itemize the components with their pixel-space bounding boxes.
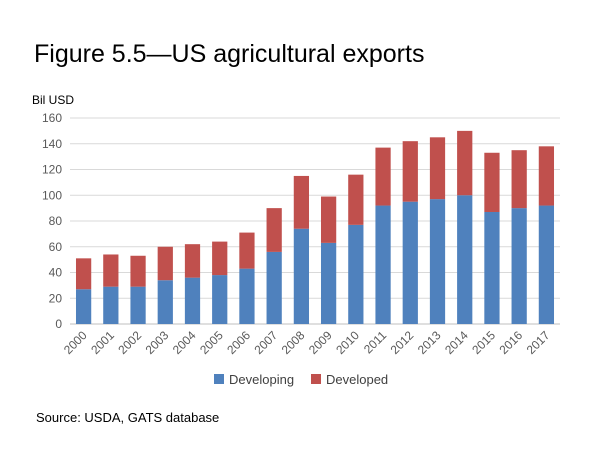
bar-developed-2014	[457, 130, 473, 196]
bar-developed-2008	[293, 175, 310, 229]
bar-developing-2015	[484, 211, 500, 324]
bar-developed-2012	[402, 141, 418, 202]
bar-developing-2013	[429, 199, 446, 324]
bar-developed-2007	[266, 208, 282, 252]
bar-developed-2016	[511, 150, 527, 209]
bar-developed-2013	[429, 137, 446, 200]
x-tick-label: 2002	[115, 328, 144, 357]
x-axis: 2000200120022003200420052006200720082009…	[61, 328, 553, 357]
y-tick-label: 80	[49, 214, 63, 228]
x-tick-label: 2017	[524, 328, 553, 357]
legend-label-developed: Developed	[326, 372, 388, 387]
bar-developing-2007	[266, 251, 282, 324]
legend: Developing Developed	[214, 372, 388, 387]
bar-developing-2008	[293, 228, 310, 324]
x-tick-label: 2013	[415, 328, 444, 357]
y-tick-label: 160	[42, 111, 62, 125]
bar-developing-2009	[320, 242, 337, 324]
x-tick-label: 2014	[442, 328, 471, 357]
bar-developed-2004	[184, 244, 201, 278]
bar-developed-2002	[130, 255, 146, 287]
x-tick-label: 2010	[333, 328, 362, 357]
bar-developed-2009	[320, 196, 337, 243]
bar-developed-2010	[348, 174, 364, 225]
bar-developing-2012	[402, 201, 418, 324]
bar-developed-2011	[375, 147, 391, 206]
y-axis: 0 20 40 60 80 100 120 140 160	[42, 111, 62, 331]
chart-title: Figure 5.5—US agricultural exports	[34, 40, 425, 68]
y-tick-label: 120	[42, 163, 62, 177]
y-tick-label: 60	[49, 240, 63, 254]
y-axis-label: Bil USD	[32, 93, 74, 107]
y-tick-label: 140	[42, 137, 62, 151]
bar-developed-2006	[239, 232, 255, 269]
bar-developing-2011	[375, 205, 391, 324]
bar-developed-2017	[538, 146, 555, 206]
legend-label-developing: Developing	[229, 372, 294, 387]
x-tick-label: 2006	[224, 328, 253, 357]
x-tick-label: 2005	[197, 328, 226, 357]
bar-developed-2003	[157, 246, 173, 281]
bar-developed-2001	[103, 254, 119, 287]
bar-developing-2014	[457, 195, 473, 324]
x-tick-label: 2000	[61, 328, 90, 357]
bar-developing-2003	[157, 280, 173, 324]
x-tick-label: 2009	[306, 328, 335, 357]
y-tick-label: 0	[55, 317, 62, 331]
bars	[75, 130, 555, 324]
x-tick-label: 2016	[497, 328, 526, 357]
y-tick-label: 100	[42, 188, 62, 202]
bar-developing-2004	[184, 277, 201, 324]
y-tick-label: 20	[49, 291, 63, 305]
bar-developed-2015	[484, 152, 500, 212]
legend-swatch-developed	[311, 374, 321, 384]
x-tick-label: 2015	[469, 328, 498, 357]
x-tick-label: 2011	[361, 328, 389, 356]
legend-swatch-developing	[214, 374, 224, 384]
bar-developed-2005	[212, 241, 228, 276]
gridlines	[70, 117, 560, 325]
x-tick-label: 2008	[279, 328, 308, 357]
bar-developing-2017	[538, 205, 555, 324]
bar-developing-2005	[212, 275, 228, 324]
bar-developing-2000	[75, 289, 92, 324]
y-tick-label: 40	[49, 266, 63, 280]
x-tick-label: 2001	[88, 328, 117, 357]
bar-developing-2001	[103, 286, 119, 324]
x-tick-label: 2012	[388, 328, 417, 357]
bar-developing-2010	[348, 224, 364, 324]
bar-developed-2000	[75, 258, 92, 290]
x-tick-label: 2004	[170, 328, 199, 357]
source-note: Source: USDA, GATS database	[36, 410, 220, 425]
bar-developing-2006	[239, 268, 255, 324]
x-tick-label: 2007	[252, 328, 281, 357]
bar-developing-2002	[130, 286, 146, 324]
bar-developing-2016	[511, 208, 527, 324]
x-tick-label: 2003	[143, 328, 172, 357]
